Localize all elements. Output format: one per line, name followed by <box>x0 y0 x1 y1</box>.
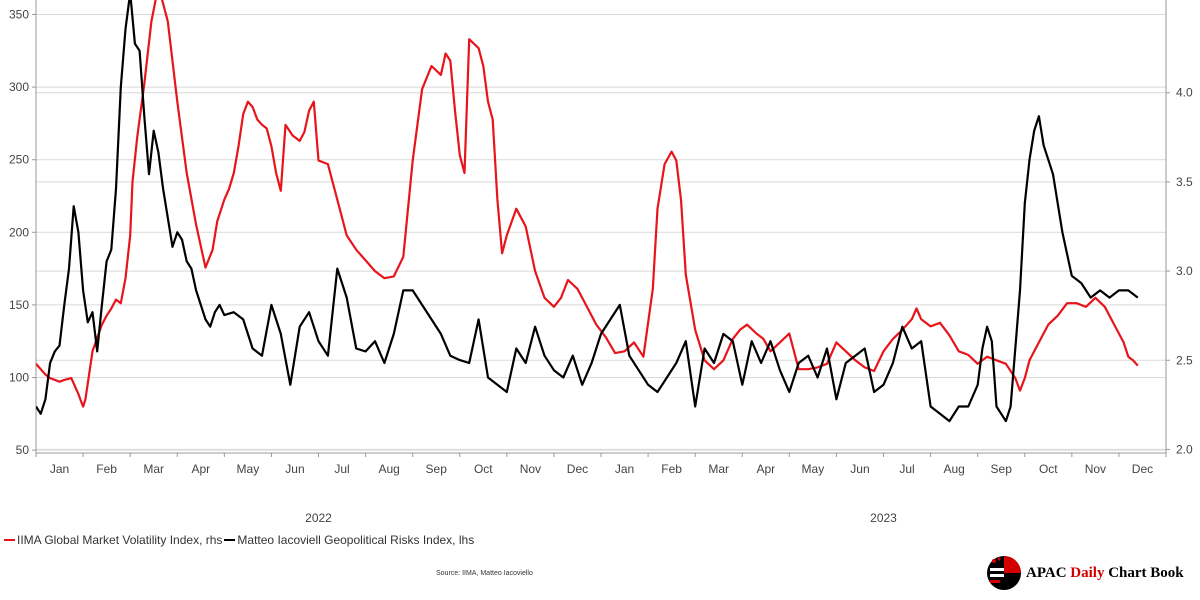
x-tick-label: Jun <box>285 462 304 476</box>
legend-item-volatility: IIMA Global Market Volatility Index, rhs <box>4 533 222 547</box>
brand-logo-icon <box>987 556 1021 590</box>
legend: IIMA Global Market Volatility Index, rhs… <box>4 533 476 547</box>
x-tick-label: Mar <box>708 462 729 476</box>
x-tick-label: Dec <box>1132 462 1153 476</box>
x-tick-label: Sep <box>426 462 448 476</box>
right-tick-label: 4.0 <box>1176 86 1193 100</box>
left-axis-ticks: 50 100 150 200 250 300 350 <box>9 8 36 457</box>
legend-label-geopolitical: Matteo Iacoviell Geopolitical Risks Inde… <box>237 533 475 547</box>
left-tick-label: 250 <box>9 153 29 167</box>
x-tick-label: Oct <box>474 462 493 476</box>
brand: APAC Daily Chart Book <box>984 553 1184 593</box>
left-tick-label: 350 <box>9 8 29 22</box>
left-tick-label: 150 <box>9 298 29 312</box>
x-tick-label: Jul <box>899 462 914 476</box>
legend-label-volatility: IIMA Global Market Volatility Index, rhs <box>17 533 223 547</box>
left-tick-label: 300 <box>9 80 29 94</box>
x-tick-label: Feb <box>661 462 682 476</box>
right-tick-label: 2.5 <box>1176 353 1193 367</box>
legend-swatch-black <box>224 539 236 541</box>
series-group <box>36 0 1139 423</box>
x-tick-label: May <box>237 462 260 476</box>
left-tick-label: 50 <box>16 443 30 457</box>
series-line-volatility <box>36 0 1139 408</box>
year-label: 2022 <box>305 511 332 525</box>
right-axis-ticks: 2.0 2.5 3.0 3.5 4.0 <box>1166 86 1193 456</box>
x-tick-label: Sep <box>991 462 1013 476</box>
x-tick-label: Apr <box>756 462 775 476</box>
x-tick-label: Feb <box>96 462 117 476</box>
left-tick-label: 200 <box>9 225 29 239</box>
x-tick-label: Oct <box>1039 462 1058 476</box>
x-axis-ticks: Jan Feb Mar Apr May Jun Jul Aug Sep Oct Nov Dec Jan F… <box>35 453 1167 525</box>
brand-title-part1: APAC <box>1026 564 1071 581</box>
x-tick-label: Jan <box>50 462 69 476</box>
year-label: 2023 <box>870 511 897 525</box>
x-tick-label: Jun <box>850 462 869 476</box>
x-tick-label: Jul <box>334 462 349 476</box>
right-tick-label: 3.5 <box>1176 175 1193 189</box>
x-tick-label: Aug <box>378 462 399 476</box>
legend-item-geopolitical: Matteo Iacoviell Geopolitical Risks Inde… <box>224 533 474 547</box>
x-tick-label: Aug <box>943 462 964 476</box>
brand-title-part3: Chart Book <box>1104 564 1184 581</box>
source-note: Source: IIMA, Matteo Iacoviello <box>436 570 533 577</box>
right-tick-label: 3.0 <box>1176 264 1193 278</box>
brand-title-part2: Daily <box>1070 564 1105 581</box>
brand-title: APAC Daily Chart Book <box>1026 565 1184 582</box>
legend-swatch-red <box>4 539 15 541</box>
axes <box>35 0 1167 454</box>
x-tick-label: Jan <box>615 462 634 476</box>
x-tick-label: May <box>802 462 825 476</box>
series-line-geopolitical-risk <box>36 0 1139 423</box>
left-tick-label: 100 <box>9 371 29 385</box>
x-tick-label: Dec <box>567 462 588 476</box>
x-tick-label: Mar <box>143 462 164 476</box>
grid-lines <box>36 14 1166 451</box>
x-tick-label: Apr <box>191 462 210 476</box>
x-tick-label: Nov <box>1085 462 1106 476</box>
x-tick-label: Nov <box>520 462 541 476</box>
right-tick-label: 2.0 <box>1176 442 1193 456</box>
